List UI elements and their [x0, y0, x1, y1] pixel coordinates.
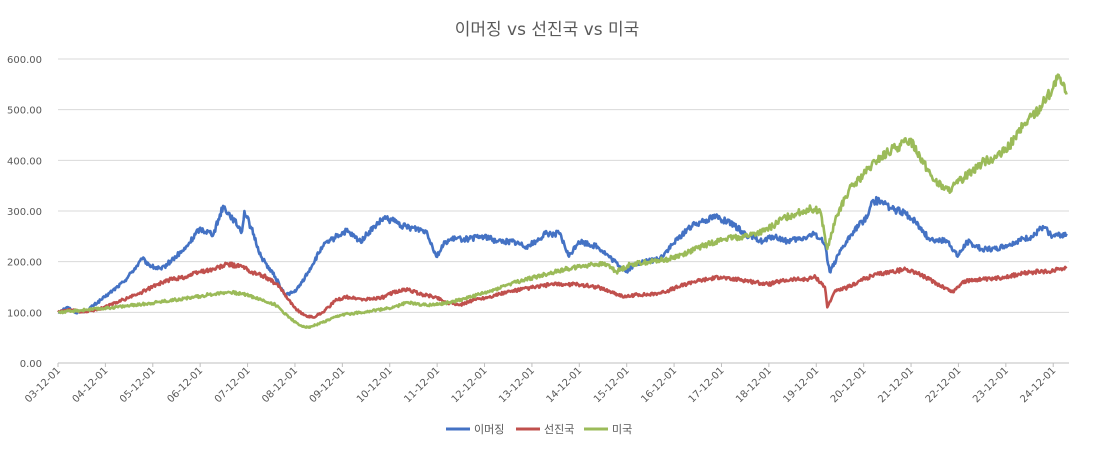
- x-tick-label: 13-12-01: [497, 365, 537, 405]
- grid-lines: [58, 58, 1069, 364]
- x-tick-label: 08-12-01: [260, 365, 300, 405]
- y-tick-label: 0.00: [20, 359, 42, 370]
- y-tick-label: 600.00: [7, 55, 42, 66]
- x-tick-label: 11-12-01: [402, 365, 442, 405]
- series-line-2: [57, 261, 1068, 319]
- x-tick-label: 22-12-01: [924, 365, 964, 405]
- y-axis: 0.00 100.00 200.00 300.00 400.00 500.00 600.00: [7, 55, 42, 370]
- x-tick-label: 21-12-01: [876, 365, 916, 405]
- series-line-3: [57, 73, 1068, 329]
- x-tick-label: 16-12-01: [639, 365, 679, 405]
- legend-label: 이머징: [474, 423, 504, 436]
- series-lines: [57, 73, 1068, 329]
- x-tick-label: 09-12-01: [308, 365, 348, 405]
- y-tick-label: 400.00: [7, 156, 42, 167]
- legend: 이머징 선진국 미국: [446, 423, 632, 436]
- x-tick-label: 06-12-01: [165, 365, 205, 405]
- x-tick-label: 10-12-01: [355, 365, 395, 405]
- x-tick-label: 12-12-01: [450, 365, 490, 405]
- y-tick-label: 200.00: [7, 258, 42, 269]
- x-tick-label: 07-12-01: [213, 365, 253, 405]
- legend-label: 선진국: [544, 423, 574, 436]
- x-tick-label: 18-12-01: [734, 365, 774, 405]
- y-tick-label: 100.00: [7, 308, 42, 319]
- x-axis: 03-12-01 04-12-01 05-12-01 06-12-01 07-12-01…: [23, 363, 1058, 405]
- x-tick-label: 20-12-01: [829, 365, 869, 405]
- chart-title: 이머징 vs 선진국 vs 미국: [455, 20, 640, 40]
- x-tick-label: 05-12-01: [118, 365, 158, 405]
- x-tick-label: 19-12-01: [782, 365, 822, 405]
- x-tick-label: 04-12-01: [71, 365, 111, 405]
- y-tick-label: 300.00: [7, 207, 42, 218]
- x-tick-label: 17-12-01: [687, 365, 727, 405]
- x-tick-label: 14-12-01: [545, 365, 585, 405]
- x-tick-label: 15-12-01: [592, 365, 632, 405]
- y-tick-label: 500.00: [7, 106, 42, 117]
- x-tick-label: 24-12-01: [1018, 365, 1058, 405]
- legend-label: 미국: [612, 423, 632, 436]
- series-line-1: [57, 195, 1068, 315]
- x-tick-label: 23-12-01: [971, 365, 1011, 405]
- x-tick-label: 03-12-01: [23, 365, 63, 405]
